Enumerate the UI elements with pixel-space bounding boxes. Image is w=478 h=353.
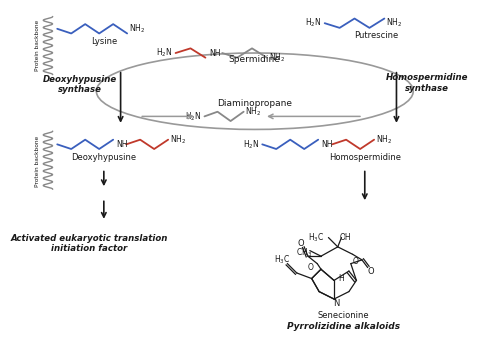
- Text: NH: NH: [209, 48, 221, 58]
- Text: Homospermidine: Homospermidine: [329, 153, 401, 162]
- Text: O: O: [368, 267, 375, 276]
- Text: Protein backbone: Protein backbone: [35, 20, 40, 71]
- Text: Lysine: Lysine: [91, 37, 117, 46]
- Text: H$_3$C: H$_3$C: [308, 231, 325, 244]
- Text: Homospermidine
synthase: Homospermidine synthase: [386, 73, 468, 92]
- Text: Protein backbone: Protein backbone: [35, 136, 40, 187]
- Text: NH$_2$: NH$_2$: [386, 17, 402, 29]
- Text: NH: NH: [116, 140, 128, 149]
- Text: NH: NH: [321, 140, 333, 149]
- Text: Putrescine: Putrescine: [354, 31, 398, 40]
- Text: N: N: [333, 299, 339, 308]
- Text: NH$_2$: NH$_2$: [246, 106, 261, 118]
- Text: NH$_2$: NH$_2$: [170, 133, 186, 146]
- Text: O: O: [352, 257, 358, 266]
- Text: O: O: [308, 263, 314, 272]
- Text: H$_2$N: H$_2$N: [243, 138, 260, 151]
- Text: H$_3$C: H$_3$C: [274, 254, 290, 266]
- Text: CH$_3$: CH$_3$: [296, 246, 312, 259]
- Text: O: O: [297, 239, 304, 248]
- Text: H: H: [339, 274, 345, 283]
- Text: H$_2$N: H$_2$N: [305, 17, 322, 29]
- Text: Activated eukaryotic translation
initiation factor: Activated eukaryotic translation initiat…: [10, 234, 168, 253]
- Text: H$_2$N: H$_2$N: [185, 110, 202, 122]
- Text: Pyrrolizidine alkaloids: Pyrrolizidine alkaloids: [287, 322, 400, 331]
- Text: Spermidine: Spermidine: [229, 55, 281, 64]
- Text: NH$_2$: NH$_2$: [376, 133, 392, 146]
- Text: H$_2$N: H$_2$N: [156, 47, 173, 59]
- Text: Deoxyhypusine
synthase: Deoxyhypusine synthase: [43, 75, 117, 94]
- Text: Senecionine: Senecionine: [317, 311, 369, 320]
- Text: OH: OH: [339, 233, 351, 242]
- Text: NH$_2$: NH$_2$: [129, 23, 145, 35]
- Text: Diaminopropane: Diaminopropane: [217, 99, 293, 108]
- Text: NH$_2$: NH$_2$: [269, 52, 285, 64]
- Text: Deoxyhypusine: Deoxyhypusine: [71, 153, 136, 162]
